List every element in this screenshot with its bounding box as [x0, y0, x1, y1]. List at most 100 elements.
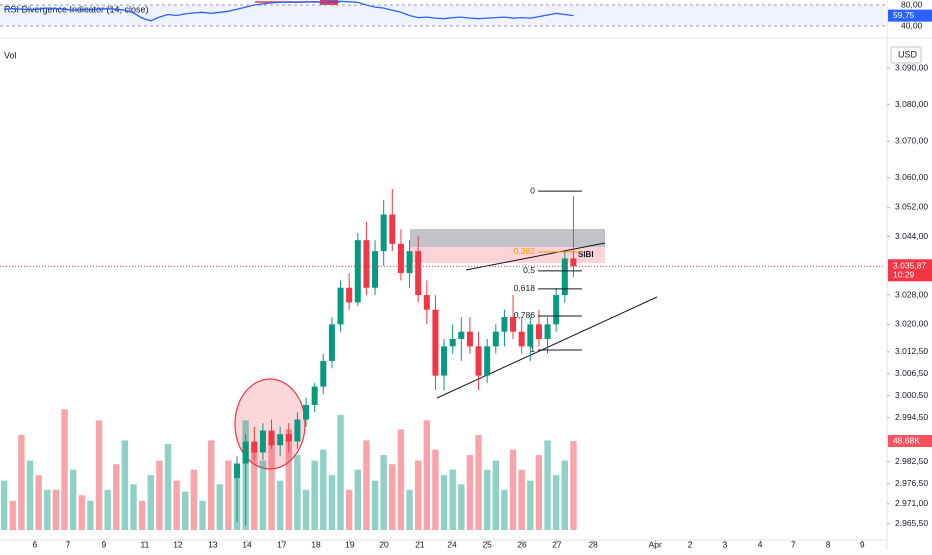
volume-bar [535, 455, 543, 530]
volume-bar [69, 469, 77, 530]
candle-body [423, 295, 430, 310]
candle-body [535, 324, 542, 340]
fib-label: 0,786 [514, 310, 536, 320]
y-tick-label: 2.971,00 [895, 498, 928, 508]
volume-bar [414, 460, 422, 530]
y-tick-label: 3.012,50 [895, 346, 928, 356]
y-tick-label: 2.982,50 [895, 456, 928, 466]
candle-body [518, 331, 525, 347]
x-tick-label: 19 [345, 539, 355, 549]
candle-body [251, 441, 258, 453]
candle-body [285, 434, 292, 442]
volume-bar [225, 460, 232, 530]
x-tick-label: 8 [826, 539, 831, 549]
volume-bar [458, 484, 465, 530]
volume-bar [35, 475, 42, 530]
volume-bar [268, 440, 275, 530]
y-tick-label: 3.006,50 [895, 368, 928, 378]
candle-body [570, 258, 577, 267]
sibi-zone [410, 247, 605, 263]
countdown: 10:29 [893, 270, 915, 280]
volume-bar [251, 447, 258, 530]
x-tick-label: 2 [688, 539, 693, 549]
rsi-tick-label: 80,00 [901, 0, 923, 9]
y-tick-label: 2.976,50 [895, 478, 928, 488]
volume-bar [26, 460, 34, 530]
candle-body [527, 324, 534, 347]
candle-body [363, 240, 370, 288]
candle-body [484, 346, 491, 376]
y-tick-label: 3.020,00 [895, 319, 928, 329]
trendline-lower [436, 296, 658, 399]
volume-bar [380, 455, 387, 530]
volume-bar [397, 429, 405, 530]
volume-bar [147, 475, 154, 530]
candle-body [475, 346, 482, 376]
x-tick-label: 13 [208, 539, 218, 549]
volume-bar [294, 455, 301, 530]
price-label: 3.035,87 [893, 261, 926, 271]
volume-bar [492, 460, 500, 530]
volume-title: Vol [4, 50, 17, 60]
volume-bar [475, 434, 482, 530]
volume-bar [371, 480, 379, 530]
volume-bar [561, 460, 569, 530]
rsi-band [0, 4, 885, 27]
volume-bar [52, 489, 60, 530]
candle-body [432, 309, 439, 376]
x-tick-label: 7 [791, 539, 796, 549]
volume-bar [190, 469, 198, 530]
candle-body [553, 295, 560, 325]
y-tick-label: 2.965,50 [895, 518, 928, 528]
volume-bar [466, 455, 474, 530]
x-tick-label: 12 [173, 539, 183, 549]
volume-bar [440, 475, 448, 530]
candle-body [337, 287, 344, 325]
x-tick-label: 11 [140, 539, 149, 549]
candle-body [259, 430, 266, 453]
volume-bar [18, 434, 25, 530]
y-tick-label: 3.052,00 [895, 201, 928, 211]
volume-bar [501, 489, 508, 530]
candle-body [397, 243, 404, 274]
price-label-box [888, 259, 932, 282]
y-tick-label: 3.000,50 [895, 390, 928, 400]
volume-bar [389, 464, 396, 530]
gray-zone [410, 229, 605, 247]
volume-bar [311, 460, 318, 530]
candle-body [234, 463, 241, 479]
candle-body [510, 317, 517, 332]
trendline-upper [465, 242, 606, 271]
volume-bar [95, 420, 103, 530]
fib-label: 1 [530, 344, 535, 354]
y-tick-label: 2.994,50 [895, 412, 928, 422]
volume-bar [518, 469, 525, 530]
x-tick-label: 18 [311, 539, 321, 549]
x-tick-label: 21 [415, 539, 425, 549]
x-tick-label: 9 [860, 539, 865, 549]
volume-label: 48,68K [893, 435, 920, 445]
x-tick-label: 17 [277, 539, 287, 549]
volume-bar [285, 429, 292, 530]
rsi-tick-label: 40,00 [901, 20, 923, 30]
y-tick-label: 3.028,00 [895, 289, 928, 299]
candle-body [303, 404, 310, 420]
volume-bar [276, 480, 284, 530]
volume-label-box [888, 435, 932, 448]
volume-bar [199, 500, 206, 530]
volume-bar [156, 460, 163, 530]
volume-bar [345, 489, 353, 530]
volume-bar [363, 440, 370, 530]
currency-box[interactable] [890, 46, 922, 64]
x-tick-label: 25 [482, 539, 492, 549]
y-tick-label: 3.060,00 [895, 172, 928, 182]
x-tick-label: 3 [723, 539, 728, 549]
volume-bar [302, 489, 310, 530]
x-tick-label: 27 [552, 539, 562, 549]
candle-body [277, 434, 284, 446]
candle-body [501, 317, 508, 332]
candle-body [458, 331, 465, 340]
volume-bar [164, 444, 172, 530]
volume-bar [320, 449, 327, 530]
